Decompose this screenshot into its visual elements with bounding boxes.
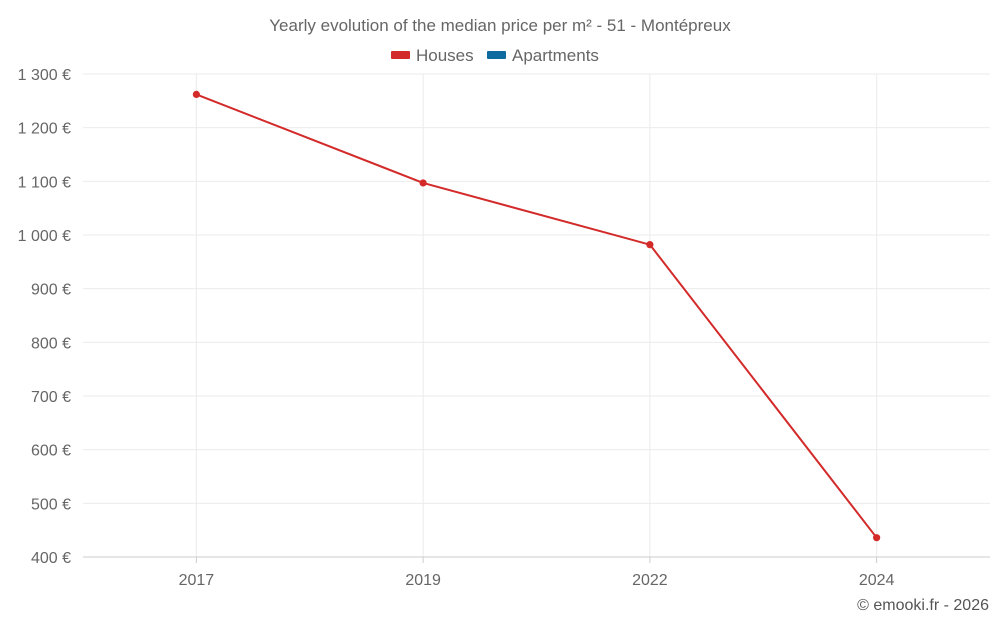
data-point-houses[interactable] — [873, 534, 881, 542]
y-tick-label: 900 € — [31, 282, 71, 299]
data-point-houses[interactable] — [646, 241, 654, 249]
y-tick-label: 800 € — [31, 335, 71, 352]
series-line-houses — [196, 93, 878, 539]
x-tick-label: 2017 — [179, 572, 215, 589]
data-point-houses[interactable] — [192, 90, 200, 98]
y-tick-label: 400 € — [31, 550, 71, 567]
legend-swatch-houses — [391, 51, 410, 59]
credit-text: © emooki.fr - 2026 — [857, 597, 989, 614]
y-tick-label: 1 000 € — [18, 228, 71, 245]
y-tick-label: 1 300 € — [18, 67, 71, 84]
y-tick-label: 700 € — [31, 389, 71, 406]
legend-label-houses: Houses — [416, 46, 474, 65]
x-tick-label: 2024 — [859, 572, 895, 589]
y-axis: 400 € 500 € 600 € 700 € 800 € 900 € 1 000 € 1 1… — [18, 67, 71, 567]
y-tick-label: 500 € — [31, 496, 71, 513]
y-tick-label: 1 200 € — [18, 121, 71, 138]
x-axis: 2017 2019 2022 2024 — [83, 556, 990, 589]
legend-item-houses[interactable]: Houses — [391, 46, 474, 65]
chart-title: Yearly evolution of the median price per… — [269, 16, 731, 35]
x-tick-label: 2019 — [405, 572, 441, 589]
x-tick-label: 2022 — [632, 572, 668, 589]
series-layer — [192, 90, 881, 542]
legend-swatch-apartments — [487, 51, 506, 59]
grid — [83, 73, 990, 558]
y-tick-label: 1 100 € — [18, 174, 71, 191]
legend: Houses Apartments — [391, 46, 599, 65]
data-point-houses[interactable] — [419, 179, 427, 187]
legend-item-apartments[interactable]: Apartments — [487, 46, 599, 65]
y-tick-label: 600 € — [31, 443, 71, 460]
legend-label-apartments: Apartments — [512, 46, 599, 65]
